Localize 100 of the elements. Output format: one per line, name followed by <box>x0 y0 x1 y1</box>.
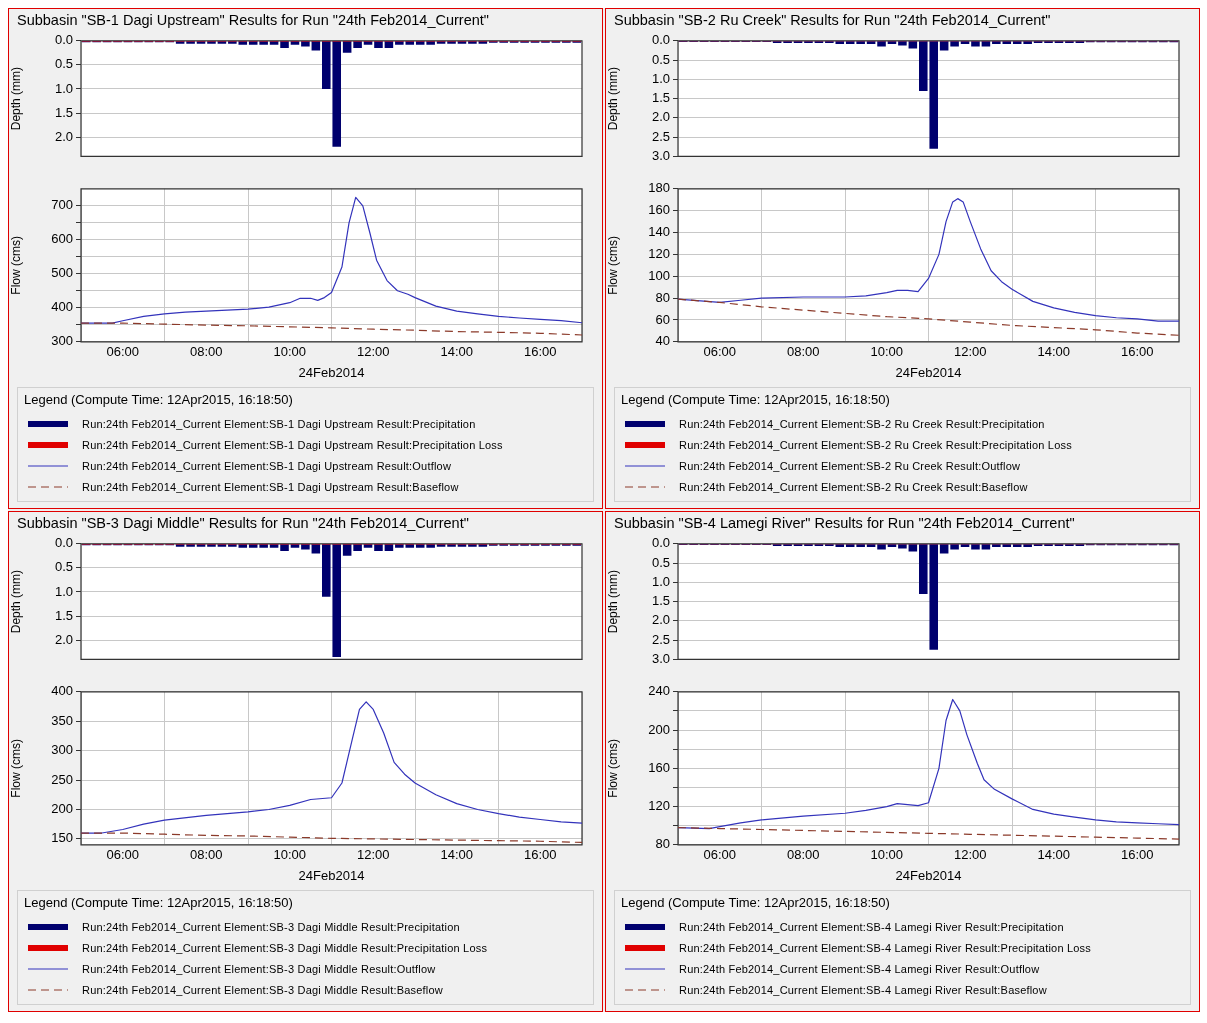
y-tick-label: 150 <box>51 830 73 846</box>
x-axis-title: 24Feb2014 <box>298 364 365 380</box>
chart-title: Subbasin "SB-2 Ru Creek" Results for Run "24th Feb2014_Current" <box>613 11 1052 30</box>
x-tick-label: 14:00 <box>1037 344 1071 360</box>
y-tick-label: 80 <box>655 836 670 852</box>
y-tick-label: 80 <box>655 289 670 305</box>
y-tick-label: 160 <box>648 202 670 218</box>
chart-title: Subbasin "SB-3 Dagi Middle" Results for Run "24th Feb2014_Current" <box>16 514 470 533</box>
x-tick-label: 06:00 <box>106 847 140 863</box>
y-tick-label: 300 <box>51 742 73 758</box>
y-axis-title: Flow (cms) <box>8 235 23 295</box>
x-tick-label: 12:00 <box>356 344 390 360</box>
y-tick-label: 40 <box>655 333 670 349</box>
legend-label: Run:24th Feb2014_Current Element:SB-3 Dagi Middle Result:Outflow <box>82 962 436 975</box>
y-tick-label: 180 <box>648 180 670 196</box>
x-tick-label: 12:00 <box>953 847 987 863</box>
legend-title: Legend (Compute Time: 12Apr2015, 16:18:50) <box>621 895 891 910</box>
y-tick-label: 0.0 <box>54 535 73 551</box>
y-tick-label: 120 <box>648 245 670 261</box>
y-tick-label: 100 <box>648 267 670 283</box>
legend-label: Run:24th Feb2014_Current Element:SB-1 Dagi Upstream Result:Precipitation <box>82 417 476 430</box>
x-tick-label: 08:00 <box>189 847 223 863</box>
y-tick-label: 0.5 <box>54 559 73 575</box>
chart-title: Subbasin "SB-4 Lamegi River" Results for Run "24th Feb2014_Current" <box>613 514 1076 533</box>
y-axis-title: Depth (mm) <box>8 66 23 131</box>
y-tick-label: 1.5 <box>651 90 670 106</box>
x-tick-label: 14:00 <box>1037 847 1071 863</box>
y-tick-label: 500 <box>51 265 73 281</box>
legend-label: Run:24th Feb2014_Current Element:SB-2 Ru Creek Result:Baseflow <box>679 480 1028 493</box>
y-tick-label: 1.0 <box>651 573 670 589</box>
x-tick-label: 16:00 <box>1120 344 1154 360</box>
x-tick-label: 16:00 <box>1120 847 1154 863</box>
y-tick-label: 60 <box>655 311 670 327</box>
y-tick-label: 400 <box>51 299 73 315</box>
y-tick-label: 300 <box>51 333 73 349</box>
y-tick-label: 1.0 <box>54 583 73 599</box>
y-tick-label: 400 <box>51 683 73 699</box>
legend-label: Run:24th Feb2014_Current Element:SB-2 Ru Creek Result:Precipitation <box>679 417 1045 430</box>
legend-title: Legend (Compute Time: 12Apr2015, 16:18:50) <box>24 895 294 910</box>
y-tick-label: 2.0 <box>651 612 670 628</box>
x-tick-label: 06:00 <box>106 344 140 360</box>
x-axis-title: 24Feb2014 <box>895 364 962 380</box>
legend-label: Run:24th Feb2014_Current Element:SB-2 Ru Creek Result:Outflow <box>679 459 1021 472</box>
y-tick-label: 120 <box>648 798 670 814</box>
chart-title: Subbasin "SB-1 Dagi Upstream" Results for Run "24th Feb2014_Current" <box>16 11 490 30</box>
x-tick-label: 10:00 <box>870 344 904 360</box>
x-tick-label: 06:00 <box>703 344 737 360</box>
y-tick-label: 700 <box>51 197 73 213</box>
x-tick-label: 08:00 <box>189 344 223 360</box>
x-tick-label: 16:00 <box>523 344 557 360</box>
legend-label: Run:24th Feb2014_Current Element:SB-3 Dagi Middle Result:Precipitation Loss <box>82 941 488 954</box>
y-axis-title: Flow (cms) <box>8 738 23 798</box>
y-tick-label: 0.0 <box>651 32 670 48</box>
y-tick-label: 140 <box>648 224 670 240</box>
y-axis-title: Flow (cms) <box>605 235 620 295</box>
legend-title: Legend (Compute Time: 12Apr2015, 16:18:50) <box>621 392 891 407</box>
y-tick-label: 2.0 <box>54 631 73 647</box>
x-tick-label: 08:00 <box>786 847 820 863</box>
legend-label: Run:24th Feb2014_Current Element:SB-2 Ru Creek Result:Precipitation Loss <box>679 438 1072 451</box>
legend-label: Run:24th Feb2014_Current Element:SB-4 Lamegi River Result:Precipitation Loss <box>679 941 1092 954</box>
x-tick-label: 16:00 <box>523 847 557 863</box>
y-tick-label: 0.5 <box>651 51 670 67</box>
y-tick-label: 350 <box>51 712 73 728</box>
y-axis-title: Depth (mm) <box>605 66 620 131</box>
y-tick-label: 1.5 <box>651 593 670 609</box>
y-tick-label: 1.0 <box>54 80 73 96</box>
y-tick-label: 200 <box>648 721 670 737</box>
legend-title: Legend (Compute Time: 12Apr2015, 16:18:50) <box>24 392 294 407</box>
x-tick-label: 14:00 <box>440 344 474 360</box>
x-axis-title: 24Feb2014 <box>895 867 962 883</box>
legend-label: Run:24th Feb2014_Current Element:SB-3 Dagi Middle Result:Baseflow <box>82 983 443 996</box>
y-tick-label: 1.0 <box>651 70 670 86</box>
y-tick-label: 3.0 <box>651 650 670 666</box>
x-tick-label: 08:00 <box>786 344 820 360</box>
y-tick-label: 250 <box>51 771 73 787</box>
x-tick-label: 06:00 <box>703 847 737 863</box>
y-tick-label: 200 <box>51 801 73 817</box>
x-tick-label: 14:00 <box>440 847 474 863</box>
y-axis-title: Depth (mm) <box>605 569 620 634</box>
y-tick-label: 0.5 <box>54 56 73 72</box>
legend-label: Run:24th Feb2014_Current Element:SB-1 Dagi Upstream Result:Baseflow <box>82 480 459 493</box>
legend-label: Run:24th Feb2014_Current Element:SB-4 Lamegi River Result:Outflow <box>679 962 1040 975</box>
y-tick-label: 3.0 <box>651 147 670 163</box>
legend-label: Run:24th Feb2014_Current Element:SB-4 Lamegi River Result:Baseflow <box>679 983 1047 996</box>
x-tick-label: 10:00 <box>273 344 307 360</box>
legend-label: Run:24th Feb2014_Current Element:SB-4 Lamegi River Result:Precipitation <box>679 920 1064 933</box>
y-tick-label: 0.5 <box>651 554 670 570</box>
y-tick-label: 2.0 <box>54 128 73 144</box>
y-axis-title: Depth (mm) <box>8 569 23 634</box>
x-tick-label: 10:00 <box>273 847 307 863</box>
x-axis-title: 24Feb2014 <box>298 867 365 883</box>
y-tick-label: 160 <box>648 759 670 775</box>
y-tick-label: 1.5 <box>54 104 73 120</box>
legend-label: Run:24th Feb2014_Current Element:SB-1 Dagi Upstream Result:Outflow <box>82 459 452 472</box>
y-tick-label: 240 <box>648 683 670 699</box>
y-axis-title: Flow (cms) <box>605 738 620 798</box>
x-tick-label: 10:00 <box>870 847 904 863</box>
y-tick-label: 2.5 <box>651 128 670 144</box>
y-tick-label: 2.5 <box>651 631 670 647</box>
y-tick-label: 2.0 <box>651 109 670 125</box>
